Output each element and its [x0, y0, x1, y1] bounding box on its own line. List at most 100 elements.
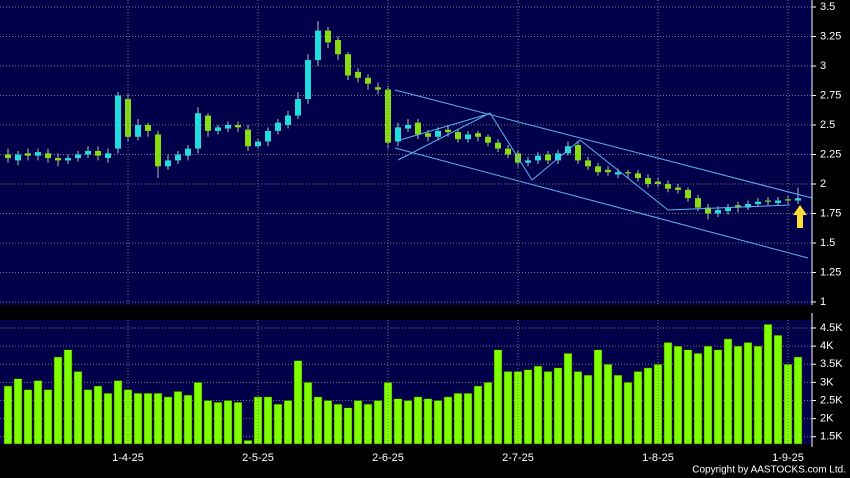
candle-body	[365, 77, 371, 84]
candle-body	[595, 166, 601, 173]
volume-bar	[613, 374, 623, 445]
candle-body	[345, 54, 351, 76]
x-tick-label: 1-9-25	[772, 452, 804, 464]
candle-body	[535, 155, 541, 161]
candle-body	[575, 145, 581, 161]
candle-body	[475, 133, 481, 137]
candle-body	[415, 122, 421, 135]
volume-bar	[703, 345, 713, 445]
candle-body	[295, 99, 301, 116]
y-tick-label: 1	[820, 296, 826, 308]
y-tick-label: 4K	[820, 340, 834, 352]
volume-bar	[13, 378, 23, 445]
volume-bar	[153, 392, 163, 445]
candle-body	[695, 198, 701, 208]
volume-bar	[353, 400, 363, 445]
volume-bar	[63, 349, 73, 445]
volume-bar	[33, 380, 43, 445]
candle-body	[305, 60, 311, 100]
candle-body	[175, 154, 181, 161]
candle-body	[495, 142, 501, 149]
candle-body	[5, 154, 11, 159]
volume-bar	[753, 345, 763, 445]
volume-bar	[223, 400, 233, 445]
x-tick-label: 1-4-25	[112, 452, 144, 464]
volume-bar	[453, 392, 463, 445]
copyright: Copyright by AASTOCKS.com Ltd.	[692, 465, 846, 476]
candle-body	[795, 198, 801, 201]
volume-bar	[723, 338, 733, 445]
y-tick-label: 2K	[820, 413, 834, 425]
y-tick-label: 3.5	[820, 1, 835, 13]
volume-bar	[133, 392, 143, 445]
volume-bar	[73, 371, 83, 445]
volume-bar	[793, 356, 803, 445]
candle-body	[785, 199, 791, 201]
volume-bar	[713, 349, 723, 445]
volume-bar	[593, 349, 603, 445]
candle-body	[105, 153, 111, 159]
candle-body	[85, 150, 91, 155]
volume-bar	[503, 371, 513, 445]
candle-body	[115, 95, 121, 149]
volume-bar	[603, 363, 613, 445]
candle-body	[555, 153, 561, 161]
candle-body	[35, 152, 41, 156]
volume-bar	[43, 389, 53, 445]
volume-bar	[413, 396, 423, 445]
trend-channel	[394, 89, 813, 259]
candle-body	[225, 125, 231, 129]
signal-arrow	[793, 205, 807, 228]
volume-bar	[493, 349, 503, 445]
y-tick-label: 2.25	[820, 148, 841, 160]
y-tick-label: 3.25	[820, 30, 841, 42]
volume-bar	[483, 382, 493, 445]
candle-body	[45, 153, 51, 159]
y-tick-label: 2	[820, 178, 826, 190]
candle-body	[635, 173, 641, 179]
volume-bar	[393, 398, 403, 445]
volume-bar	[183, 394, 193, 445]
volume-bar	[23, 389, 33, 445]
volume-bar	[163, 396, 173, 445]
volume-bar	[173, 391, 183, 445]
candle-body	[385, 89, 391, 143]
volume-bar	[743, 342, 753, 445]
volume-bar	[473, 385, 483, 445]
volume-bar	[83, 389, 93, 445]
volume-bar	[103, 392, 113, 445]
volume-bar	[93, 385, 103, 445]
candle-body	[765, 200, 771, 202]
volume-bar	[583, 374, 593, 445]
volume-bar	[203, 400, 213, 445]
candle-body	[355, 71, 361, 78]
candle-body	[235, 125, 241, 128]
candle-body	[165, 160, 171, 167]
volume-bar	[373, 400, 383, 445]
y-tick-label: 3.5K	[820, 358, 843, 370]
volume-bar	[543, 371, 553, 445]
candle-body	[505, 148, 511, 155]
candle-body	[135, 125, 141, 137]
candle-body	[755, 201, 761, 205]
volume-bar	[293, 360, 303, 445]
candle-body	[715, 209, 721, 214]
y-tick-label: 3	[820, 60, 826, 72]
volume-bar	[673, 345, 683, 445]
volume-bar	[643, 367, 653, 445]
volume-bar	[343, 407, 353, 445]
volume-bar	[213, 402, 223, 445]
candle-body	[615, 172, 621, 175]
candle-body	[255, 141, 261, 147]
candle-body	[25, 153, 31, 156]
candle-body	[285, 115, 291, 125]
volume-bar	[533, 365, 543, 445]
volume-bar	[143, 392, 153, 445]
volume-bar	[283, 400, 293, 445]
candle-body	[685, 189, 691, 199]
volume-bar	[423, 398, 433, 445]
candle-body	[395, 127, 401, 142]
candle-body	[665, 184, 671, 189]
candle-body	[455, 132, 461, 140]
candle-body	[625, 172, 631, 174]
